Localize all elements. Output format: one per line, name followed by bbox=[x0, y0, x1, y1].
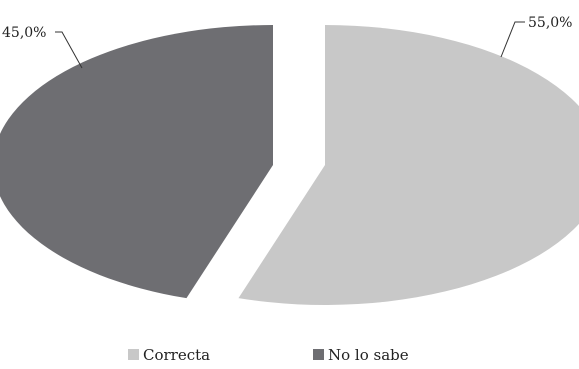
pie-slice-no-lo-sabe bbox=[0, 25, 273, 299]
data-label-2: 45,0% bbox=[2, 25, 46, 41]
leader-line-2 bbox=[55, 31, 83, 69]
pie-slice-correcta bbox=[238, 25, 579, 305]
pie-slices bbox=[0, 25, 579, 305]
legend-label-2: No lo sabe bbox=[328, 346, 409, 364]
legend: Correcta No lo sabe bbox=[128, 346, 409, 364]
legend-swatch-1 bbox=[128, 349, 139, 360]
data-labels: 55,0% 45,0% bbox=[2, 15, 572, 69]
legend-label-1: Correcta bbox=[143, 346, 210, 364]
data-label-1: 55,0% bbox=[528, 15, 572, 31]
leader-line-1 bbox=[500, 21, 525, 58]
legend-swatch-2 bbox=[313, 349, 324, 360]
